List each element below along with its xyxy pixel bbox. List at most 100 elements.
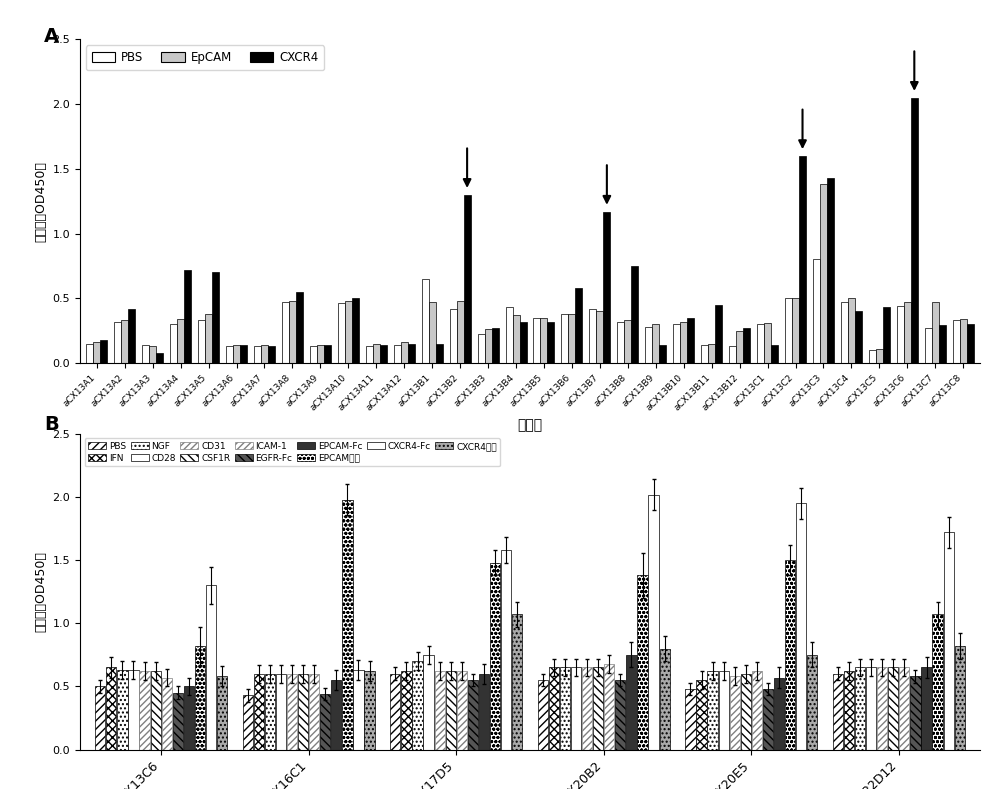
Bar: [261, 345, 268, 363]
Legend: PBS, IFN, NGF, CD28, CD31, CSF1R, ICAM-1, EGFR-Fc, EPCAM-Fc, EPCAM多肽, CXCR4-Fc, : PBS, IFN, NGF, CD28, CD31, CSF1R, ICAM-1…: [85, 439, 500, 466]
Bar: [276, 674, 286, 750]
Bar: [490, 563, 500, 750]
Bar: [743, 328, 750, 363]
Bar: [939, 325, 946, 363]
Bar: [593, 667, 603, 750]
Bar: [352, 298, 359, 363]
Bar: [637, 575, 648, 750]
Bar: [478, 335, 485, 363]
Bar: [876, 349, 883, 363]
Bar: [345, 301, 352, 363]
Bar: [764, 323, 771, 363]
Bar: [561, 314, 568, 363]
Bar: [501, 550, 511, 750]
Bar: [921, 667, 932, 750]
Bar: [390, 674, 400, 750]
Bar: [173, 693, 183, 750]
Bar: [243, 695, 253, 750]
Bar: [652, 324, 659, 363]
Bar: [596, 311, 603, 363]
Bar: [685, 689, 696, 750]
Bar: [729, 346, 736, 363]
Bar: [296, 292, 303, 363]
Bar: [338, 304, 345, 363]
Bar: [877, 667, 887, 750]
Bar: [117, 670, 128, 750]
Bar: [820, 185, 827, 363]
Bar: [708, 343, 715, 363]
Bar: [287, 674, 297, 750]
Bar: [114, 322, 121, 363]
Bar: [366, 346, 373, 363]
Bar: [813, 260, 820, 363]
Bar: [226, 346, 233, 363]
Bar: [254, 346, 261, 363]
Bar: [696, 680, 707, 750]
X-axis label: 单克隆: 单克隆: [517, 418, 543, 432]
Bar: [520, 322, 527, 363]
Bar: [701, 345, 708, 363]
Y-axis label: 吸光値（OD450）: 吸光値（OD450）: [34, 552, 47, 632]
Bar: [394, 345, 401, 363]
Bar: [217, 676, 227, 750]
Bar: [93, 342, 100, 363]
Bar: [799, 156, 806, 363]
Text: A: A: [44, 27, 59, 46]
Bar: [967, 324, 974, 363]
Bar: [151, 671, 161, 750]
Bar: [626, 655, 637, 750]
Bar: [184, 270, 191, 363]
Bar: [932, 302, 939, 363]
Bar: [575, 288, 582, 363]
Bar: [512, 615, 522, 750]
Bar: [660, 649, 670, 750]
Bar: [128, 308, 135, 363]
Bar: [673, 324, 680, 363]
Bar: [206, 585, 216, 750]
Bar: [827, 178, 834, 363]
Bar: [422, 279, 429, 363]
Bar: [796, 503, 806, 750]
Bar: [757, 324, 764, 363]
Bar: [373, 343, 380, 363]
Bar: [736, 331, 743, 363]
Bar: [408, 343, 415, 363]
Bar: [184, 686, 194, 750]
Bar: [707, 671, 718, 750]
Bar: [960, 319, 967, 363]
Bar: [268, 346, 275, 363]
Bar: [785, 560, 795, 750]
Bar: [149, 346, 156, 363]
Bar: [855, 311, 862, 363]
Bar: [631, 266, 638, 363]
Bar: [763, 689, 773, 750]
Bar: [156, 353, 163, 363]
Bar: [364, 671, 375, 750]
Bar: [233, 345, 240, 363]
Bar: [589, 308, 596, 363]
Bar: [309, 674, 319, 750]
Bar: [331, 680, 341, 750]
Bar: [833, 674, 843, 750]
Bar: [533, 318, 540, 363]
Bar: [715, 305, 722, 363]
Bar: [560, 667, 570, 750]
Bar: [604, 664, 614, 750]
Bar: [139, 671, 150, 750]
Bar: [240, 345, 247, 363]
Bar: [571, 667, 581, 750]
Bar: [547, 322, 554, 363]
Bar: [492, 328, 499, 363]
Bar: [910, 676, 921, 750]
Bar: [298, 674, 308, 750]
Bar: [435, 671, 445, 750]
Bar: [925, 328, 932, 363]
Bar: [485, 329, 492, 363]
Bar: [615, 680, 625, 750]
Bar: [423, 655, 434, 750]
Bar: [752, 671, 762, 750]
Bar: [86, 343, 93, 363]
Bar: [212, 272, 219, 363]
Bar: [888, 667, 898, 750]
Bar: [205, 314, 212, 363]
